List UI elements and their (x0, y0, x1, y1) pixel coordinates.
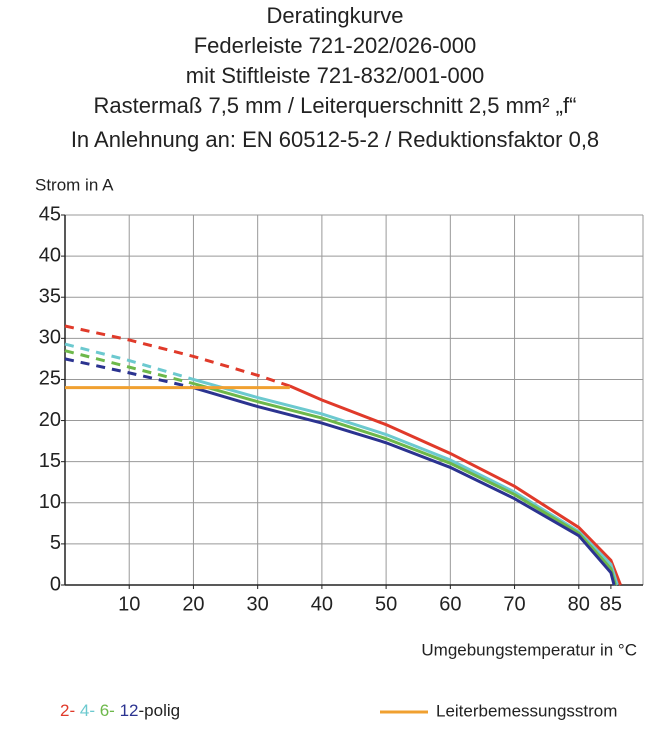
legend-entry: 2- (60, 701, 75, 720)
legend-entry: 6- (100, 701, 115, 720)
y-tick-label: 10 (39, 491, 61, 513)
line (193, 386, 616, 586)
line-dashed (64, 357, 194, 390)
y-tick-label: 45 (39, 203, 61, 225)
x-tick-label: 80 (568, 593, 590, 615)
y-tick-label: 0 (50, 573, 61, 595)
x-tick-label: 30 (247, 593, 269, 615)
x-tick-label: 50 (375, 593, 397, 615)
line-dashed (64, 324, 291, 388)
y-tick-label: 5 (50, 532, 61, 554)
y-tick-label: 30 (39, 327, 61, 349)
y-axis-label: Strom in A (35, 175, 114, 194)
legend-entry: 12 (120, 701, 139, 720)
legend-suffix: -polig (139, 701, 181, 720)
x-tick-label: 20 (182, 593, 204, 615)
x-tick-label: 85 (600, 593, 622, 615)
chart-title: Federleiste 721-202/026-000 (194, 33, 477, 58)
legend-entry: 4- (80, 701, 95, 720)
line (193, 382, 617, 586)
chart-title: Deratingkurve (267, 3, 404, 28)
line-dashed (64, 349, 194, 386)
x-tick-label: 60 (439, 593, 461, 615)
x-axis-label: Umgebungstemperatur in °C (421, 640, 637, 659)
y-tick-label: 35 (39, 286, 61, 308)
line (289, 384, 622, 586)
line-dashed (64, 342, 194, 381)
legend-entry: Leiterbemessungsstrom (436, 701, 617, 720)
y-tick-label: 20 (39, 409, 61, 431)
line (193, 378, 619, 586)
chart-title: In Anlehnung an: EN 60512-5-2 / Reduktio… (71, 127, 599, 152)
y-tick-label: 15 (39, 450, 61, 472)
y-tick-label: 40 (39, 244, 61, 266)
x-tick-label: 10 (118, 593, 140, 615)
y-tick-label: 25 (39, 368, 61, 390)
x-tick-label: 40 (311, 593, 333, 615)
chart-title: Rastermaß 7,5 mm / Leiterquerschnitt 2,5… (94, 93, 577, 118)
legend: 2- 4- 6- 12-polig (60, 701, 180, 720)
chart-title: mit Stiftleiste 721-832/001-000 (186, 63, 484, 88)
x-tick-label: 70 (503, 593, 525, 615)
